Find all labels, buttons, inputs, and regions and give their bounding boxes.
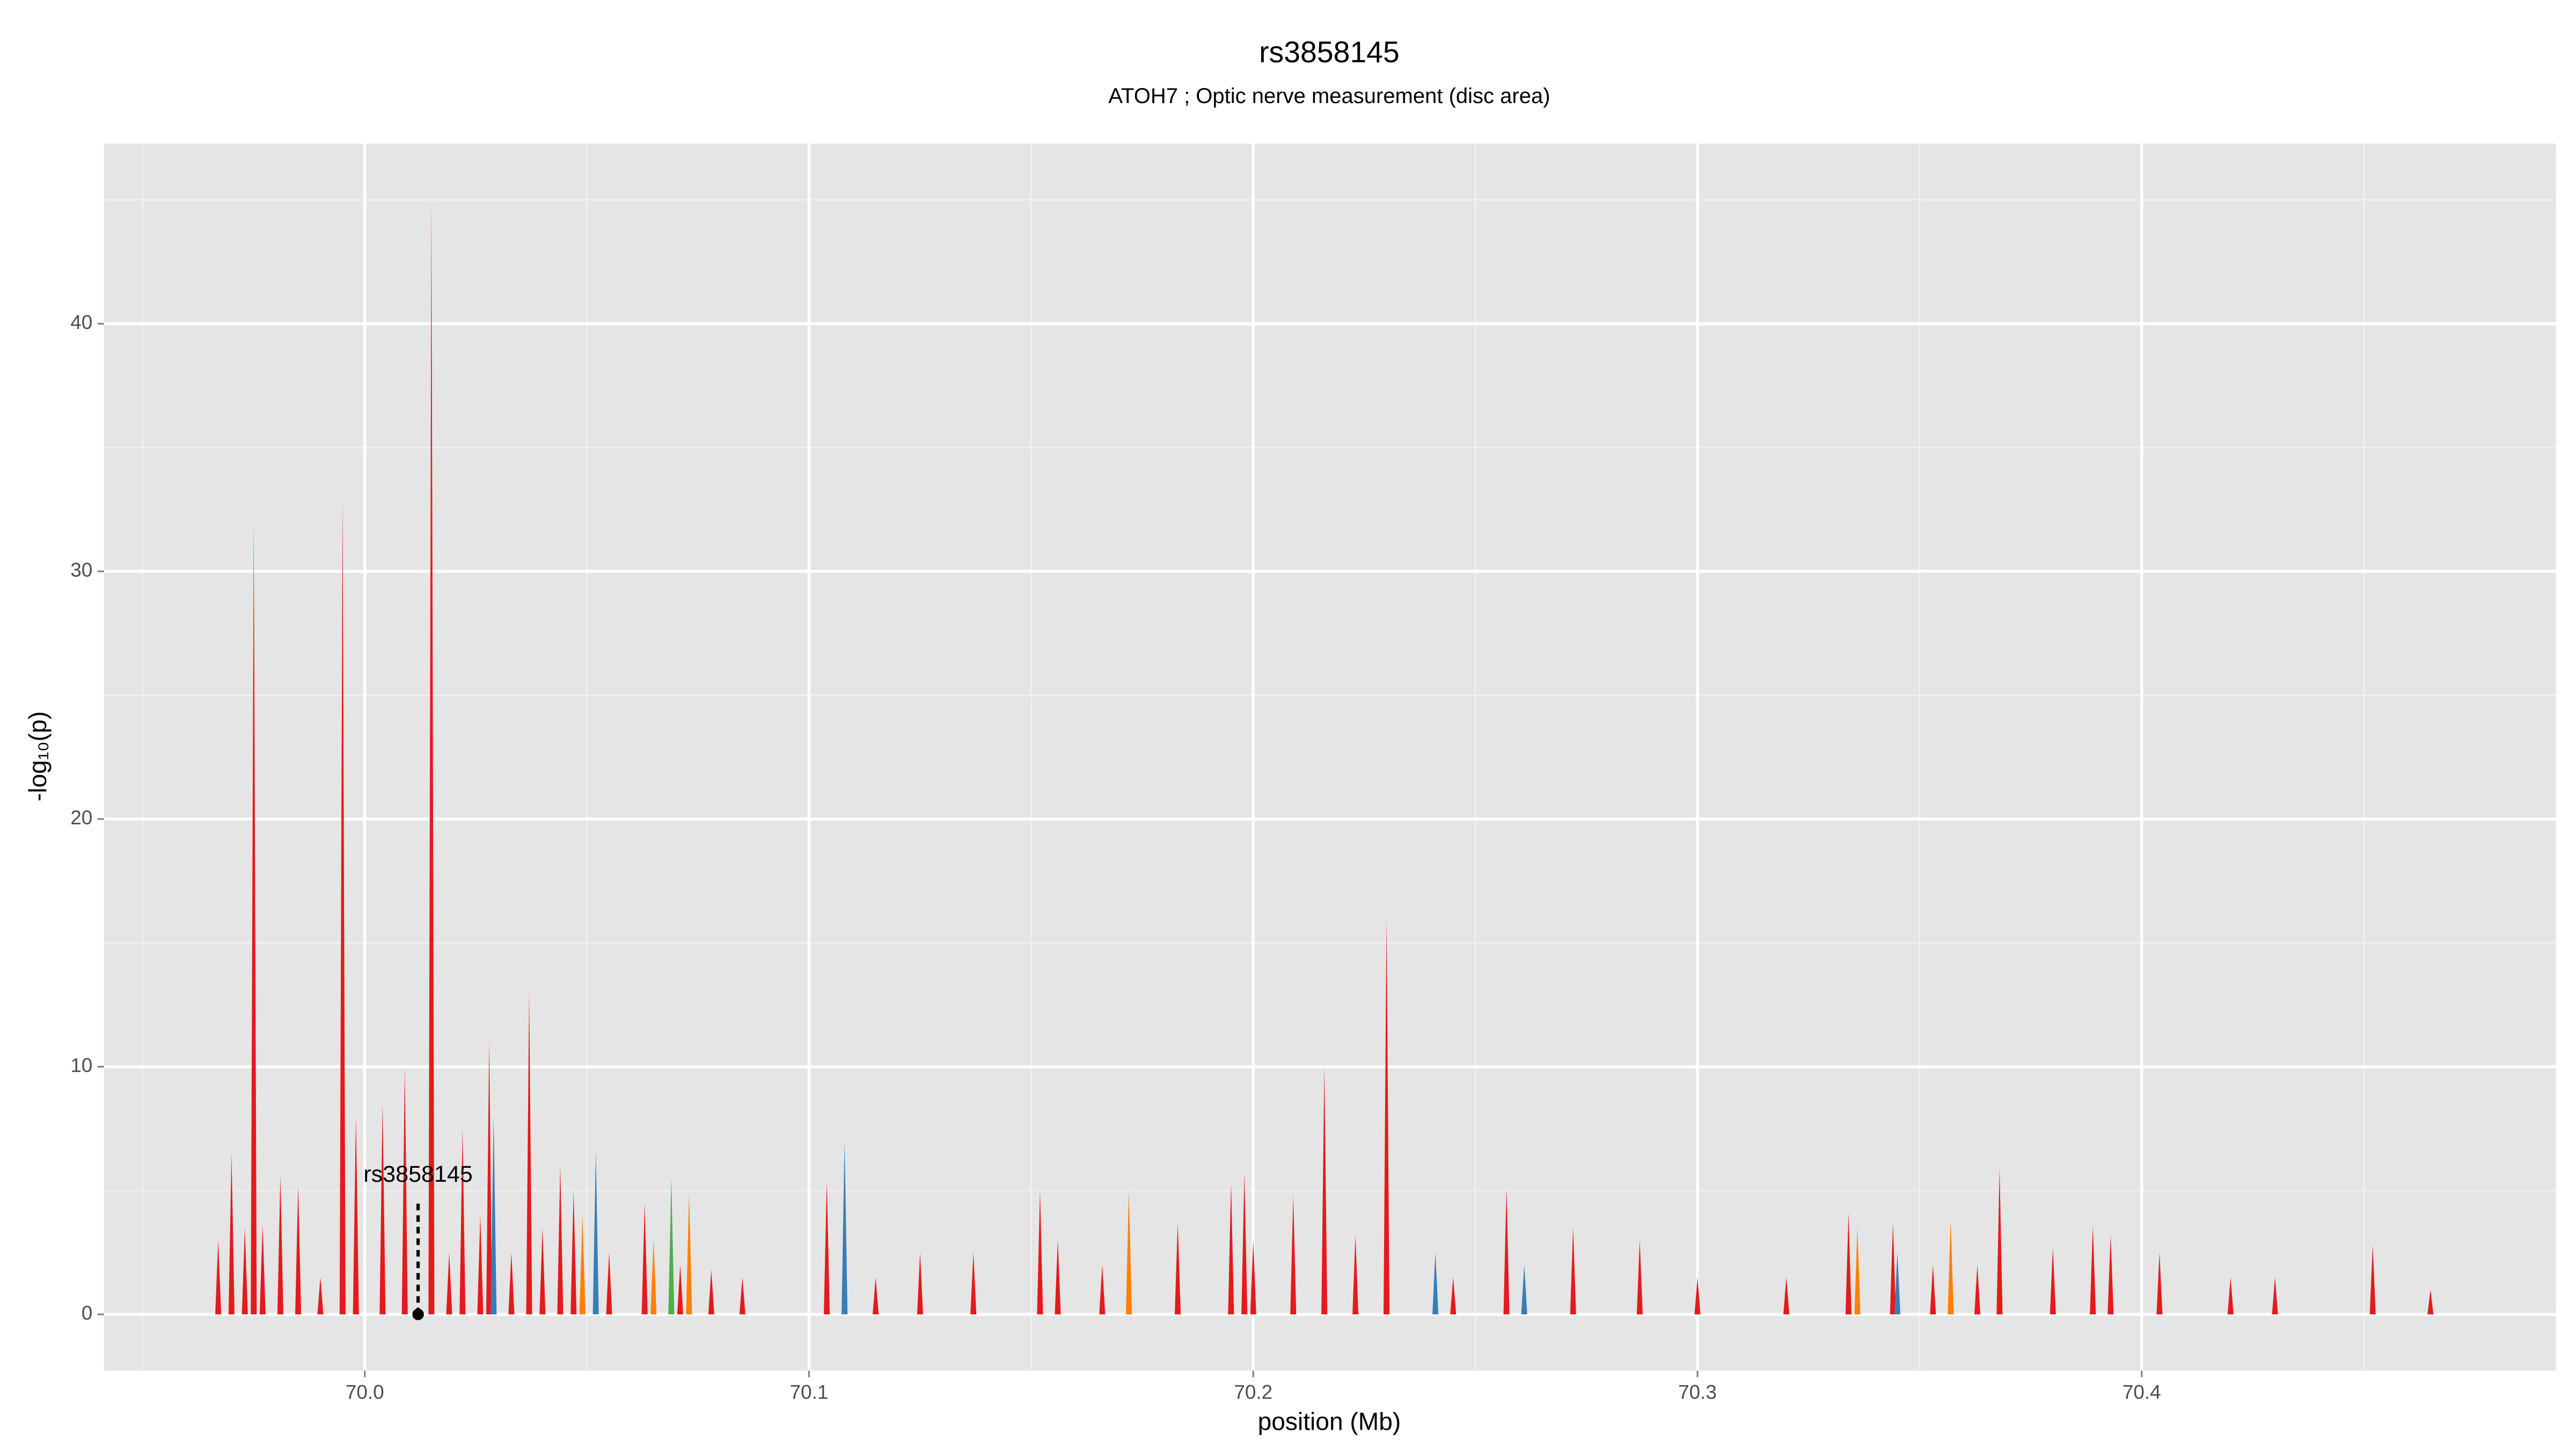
- spike: [317, 1277, 324, 1315]
- spike: [491, 1116, 497, 1315]
- spike: [668, 1178, 675, 1315]
- chart-subtitle: ATOH7 ; Optic nerve measurement (disc ar…: [1108, 84, 1550, 108]
- spike: [2050, 1247, 2056, 1315]
- annotation-label: rs3858145: [363, 1161, 473, 1187]
- y-axis-label: -log₁₀(p): [24, 711, 52, 801]
- spike: [1175, 1223, 1181, 1315]
- x-tick-label: 70.2: [1234, 1381, 1272, 1403]
- spike: [650, 1240, 657, 1315]
- spike: [526, 992, 532, 1315]
- spike: [2107, 1235, 2114, 1315]
- spike: [1037, 1190, 1043, 1315]
- spike: [579, 1215, 586, 1315]
- spike: [1384, 918, 1390, 1315]
- spike: [1890, 1223, 1896, 1315]
- spike: [379, 1103, 386, 1315]
- spike: [606, 1252, 612, 1315]
- spike: [259, 1225, 266, 1315]
- spike: [739, 1277, 745, 1315]
- spike: [1854, 1227, 1861, 1315]
- spike: [824, 1180, 830, 1315]
- spike: [2272, 1277, 2278, 1315]
- annotation-point: [412, 1308, 424, 1320]
- spike: [1290, 1195, 1297, 1315]
- spike: [2369, 1245, 2376, 1315]
- spike: [1250, 1240, 1256, 1315]
- spike: [2090, 1225, 2096, 1315]
- spike: [1570, 1227, 1576, 1315]
- spike: [1521, 1264, 1527, 1315]
- y-tick-label: 30: [70, 559, 92, 581]
- marks: rs3858145: [215, 200, 2434, 1320]
- spike: [241, 1227, 248, 1315]
- spike: [2227, 1277, 2234, 1315]
- spike: [917, 1252, 923, 1315]
- spike: [251, 522, 257, 1315]
- spike: [428, 200, 435, 1315]
- spike: [1503, 1188, 1510, 1315]
- spike: [228, 1153, 235, 1315]
- x-axis-label: position (Mb): [1258, 1407, 1401, 1435]
- spike: [2156, 1252, 2163, 1315]
- spike: [1930, 1264, 1936, 1315]
- spike: [1450, 1277, 1457, 1315]
- spike: [1783, 1277, 1790, 1315]
- spike: [708, 1270, 714, 1315]
- x-tick-label: 70.4: [2123, 1381, 2161, 1403]
- spike: [486, 1042, 493, 1315]
- spike: [459, 1128, 466, 1315]
- spike: [277, 1175, 284, 1315]
- spike: [401, 1066, 408, 1315]
- chart-title: rs3858145: [1259, 35, 1400, 69]
- spike: [1636, 1240, 1643, 1315]
- spike: [1974, 1264, 1981, 1315]
- spike: [215, 1240, 222, 1315]
- spike: [1996, 1168, 2003, 1315]
- spike: [1099, 1264, 1106, 1315]
- spike: [570, 1190, 577, 1315]
- plot-panel: [104, 143, 2557, 1371]
- y-tick-label: 20: [70, 807, 92, 829]
- spike: [1694, 1277, 1701, 1315]
- spike: [1352, 1235, 1359, 1315]
- spike: [295, 1185, 302, 1315]
- spike: [592, 1151, 599, 1315]
- spike: [339, 497, 346, 1315]
- spike: [1845, 1212, 1851, 1315]
- spike: [1055, 1240, 1061, 1315]
- spike: [2427, 1289, 2434, 1315]
- spike: [446, 1252, 452, 1315]
- spike: [970, 1252, 977, 1315]
- spike: [477, 1215, 484, 1315]
- x-tick-label: 70.0: [346, 1381, 384, 1403]
- y-tick-label: 10: [70, 1054, 92, 1076]
- spike: [557, 1166, 564, 1315]
- x-tick-label: 70.3: [1678, 1381, 1717, 1403]
- grid: [104, 143, 2557, 1371]
- spike: [508, 1252, 515, 1315]
- spike: [1948, 1220, 1954, 1315]
- spike: [1432, 1252, 1439, 1315]
- spike: [686, 1192, 692, 1315]
- spike: [539, 1227, 546, 1315]
- y-tick-label: 40: [70, 311, 92, 333]
- spike: [1321, 1066, 1328, 1315]
- y-tick-label: 0: [82, 1302, 93, 1324]
- spike: [1241, 1173, 1248, 1315]
- spike: [1125, 1190, 1132, 1315]
- spike: [1228, 1183, 1234, 1315]
- spike: [677, 1264, 683, 1315]
- spike: [353, 1116, 359, 1315]
- spike: [641, 1203, 648, 1315]
- x-tick-label: 70.1: [790, 1381, 829, 1403]
- spike: [841, 1141, 848, 1315]
- spike: [1894, 1252, 1901, 1315]
- spike: [873, 1277, 879, 1315]
